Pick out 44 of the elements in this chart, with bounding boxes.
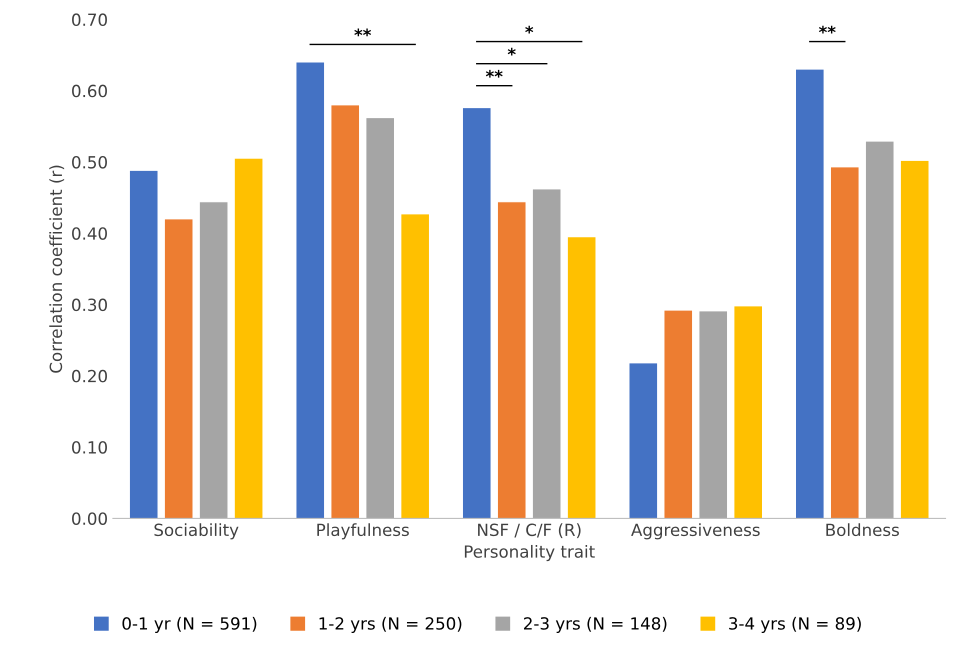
y-tick-label: 0.10 bbox=[72, 441, 107, 454]
x-axis-title: Personality trait bbox=[464, 544, 595, 562]
bar bbox=[865, 140, 894, 518]
bar bbox=[795, 68, 824, 518]
bar bbox=[234, 158, 264, 518]
bar bbox=[628, 362, 658, 518]
bar bbox=[900, 160, 930, 518]
bar bbox=[532, 188, 562, 518]
x-tick-label: Aggressiveness bbox=[631, 523, 760, 540]
x-tick-label: Playfulness bbox=[317, 523, 409, 540]
x-tick-label: Sociability bbox=[154, 523, 239, 540]
bar bbox=[164, 218, 194, 518]
bar bbox=[734, 306, 763, 518]
bar bbox=[129, 170, 158, 518]
bar bbox=[462, 107, 492, 518]
x-tick-label: Boldness bbox=[826, 523, 899, 536]
y-tick-label: 0.00 bbox=[72, 512, 107, 525]
y-tick-label: 0.20 bbox=[72, 370, 107, 382]
y-tick-label: 0.60 bbox=[72, 84, 107, 98]
legend-label: 3-4 yrs (N = 89) bbox=[729, 616, 861, 633]
bar bbox=[296, 62, 325, 518]
annotation: ** bbox=[818, 26, 836, 34]
legend-label: 1-2 yrs (N = 250) bbox=[320, 616, 462, 633]
bar bbox=[199, 202, 228, 518]
bar bbox=[330, 104, 360, 518]
annotation: * bbox=[525, 26, 534, 34]
y-tick-label: 0.50 bbox=[72, 156, 107, 169]
bar bbox=[366, 117, 395, 518]
x-tick-label: NSF / C/F (R) bbox=[478, 523, 581, 538]
bar bbox=[567, 236, 596, 518]
legend-label: 0-1 yr (N = 591) bbox=[122, 616, 256, 633]
bar bbox=[830, 166, 860, 518]
annotation: ** bbox=[486, 70, 503, 78]
bar bbox=[400, 214, 430, 518]
y-axis-title: Correlation coefficient (r) bbox=[49, 166, 64, 373]
legend-label: 2-3 yrs (N = 148) bbox=[524, 616, 666, 633]
annotation: * bbox=[508, 48, 516, 56]
y-tick-label: 0.70 bbox=[72, 13, 107, 26]
y-tick-label: 0.30 bbox=[72, 298, 107, 312]
bar bbox=[698, 310, 728, 518]
y-tick-label: 0.40 bbox=[72, 227, 107, 240]
bar bbox=[664, 310, 693, 518]
bar bbox=[497, 202, 526, 518]
annotation: ** bbox=[354, 28, 372, 36]
